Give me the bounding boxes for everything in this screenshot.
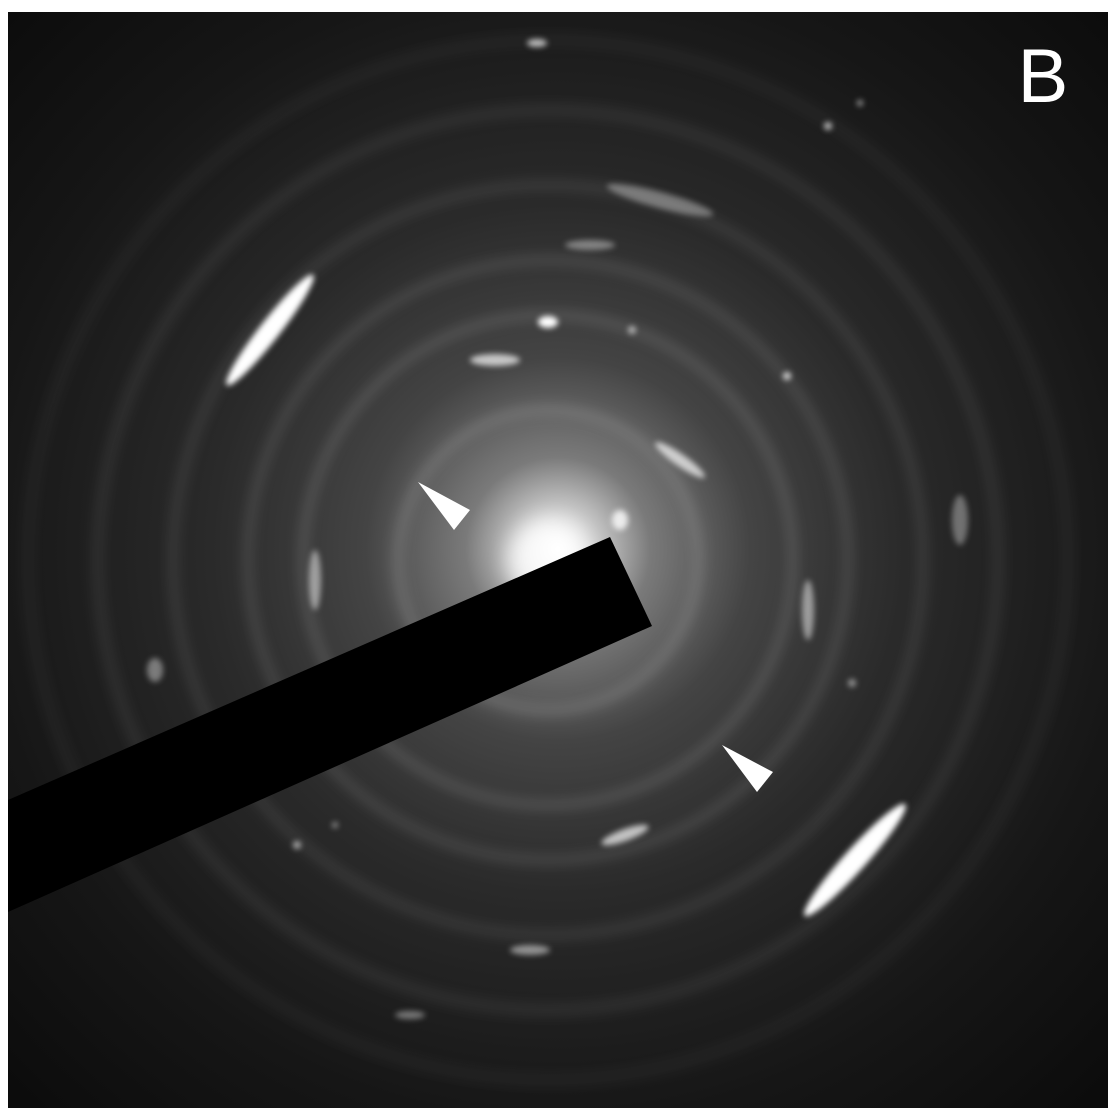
panel-label: B: [1018, 34, 1069, 119]
diffraction-rings: [24, 36, 1072, 1084]
arrowhead: [722, 745, 773, 792]
beam-stop: [8, 537, 652, 912]
arrowhead: [418, 482, 470, 530]
diffraction-spots: [147, 39, 968, 1019]
